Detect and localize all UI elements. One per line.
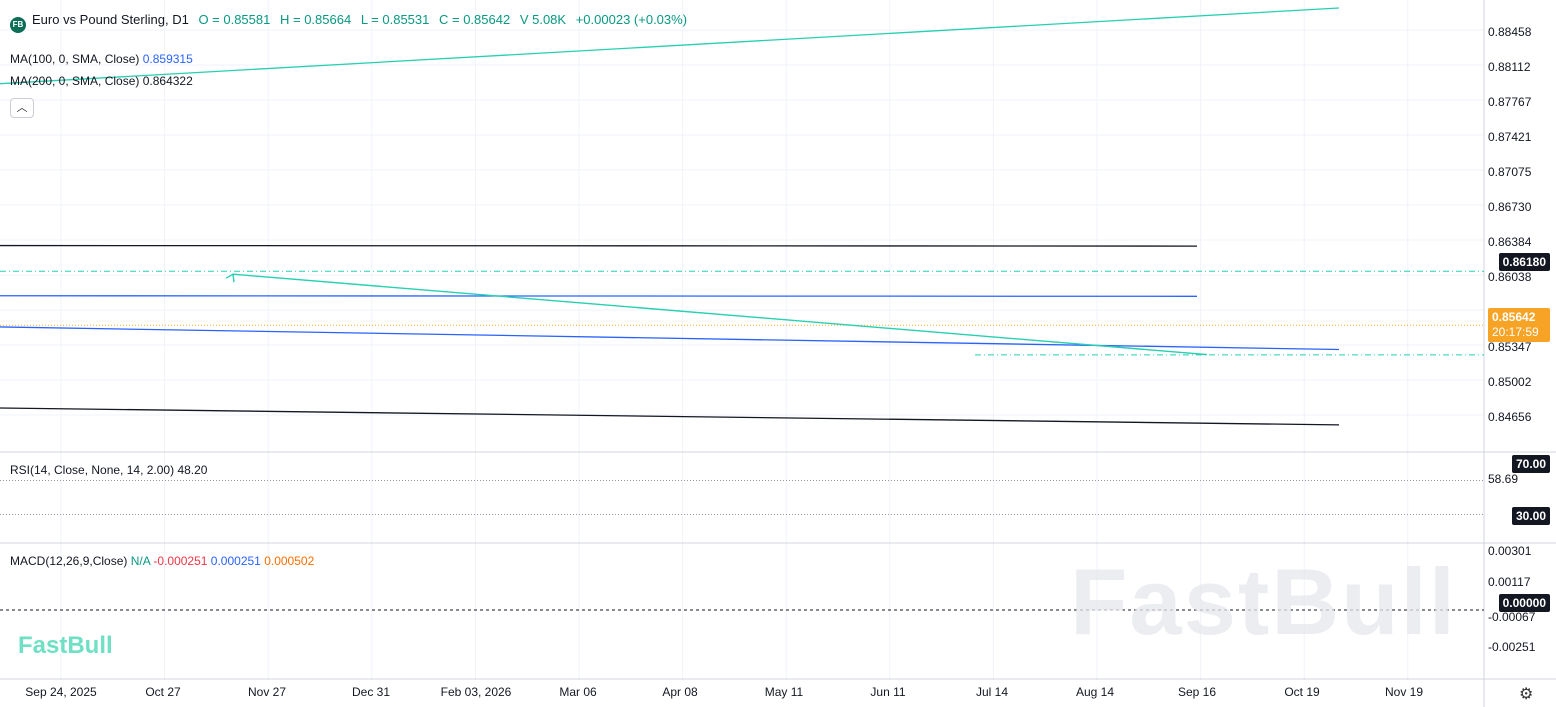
time-tick: Feb 03, 2026	[440, 685, 512, 699]
macd-line-value: 0.000251	[210, 554, 261, 568]
gear-icon[interactable]: ⚙	[1519, 686, 1534, 703]
ma100-legend[interactable]: MA(100, 0, SMA, Close) 0.859315	[10, 52, 193, 66]
time-tick: Dec 31	[351, 685, 391, 699]
macd-tick: -0.00067	[1488, 610, 1536, 624]
price-tick: 0.84656	[1488, 410, 1532, 424]
rsi-current-label: 58.69	[1488, 472, 1519, 486]
time-tick: Sep 24, 2025	[25, 685, 97, 699]
price-tick: 0.88458	[1488, 25, 1532, 39]
ma200-value: 0.864322	[142, 74, 193, 88]
time-tick: Oct 19	[1284, 685, 1320, 699]
macd-hist-value: -0.000251	[153, 554, 208, 568]
close-value: C = 0.85642	[439, 12, 511, 27]
ma100-value: 0.859315	[142, 52, 193, 66]
change-value: +0.00023 (+0.03%)	[575, 12, 688, 27]
resistance-price-label: 0.86180	[1498, 253, 1550, 271]
time-tick: Nov 19	[1384, 685, 1424, 699]
time-tick: Jul 14	[975, 685, 1009, 699]
macd-tick: -0.00251	[1488, 640, 1536, 654]
high-value: H = 0.85664	[279, 12, 352, 27]
price-tick: 0.88112	[1488, 60, 1531, 74]
ma100-line	[0, 295, 1340, 351]
symbol-badge[interactable]: FB	[10, 17, 26, 33]
time-tick: Nov 27	[247, 685, 287, 699]
macd-tick: 0.00117	[1488, 575, 1531, 589]
rsi-label: RSI(14, Close, None, 14, 2.00)	[10, 463, 175, 477]
price-tick: 0.87075	[1488, 165, 1532, 179]
ma200-label: MA(200, 0, SMA, Close)	[10, 74, 140, 88]
support-price-label: 0.85347	[1488, 340, 1532, 354]
projection-arrow-head	[225, 273, 235, 283]
price-tick: 0.86730	[1488, 200, 1532, 214]
rsi-legend[interactable]: RSI(14, Close, None, 14, 2.00) 48.20	[10, 463, 207, 477]
price-tick: 0.87421	[1488, 130, 1532, 144]
instrument-title: Euro vs Pound Sterling, D1	[32, 12, 189, 27]
price-tick: 0.86384	[1488, 235, 1532, 249]
time-tick: Aug 14	[1075, 685, 1115, 699]
price-tick: 0.87767	[1488, 95, 1532, 109]
ma100-label: MA(100, 0, SMA, Close)	[10, 52, 140, 66]
last-price-value: 0.85642	[1492, 310, 1536, 324]
time-tick: Oct 27	[145, 685, 181, 699]
ma200-line	[0, 244, 1340, 426]
trendline	[0, 7, 1340, 85]
macd-na: N/A	[130, 554, 151, 568]
macd-signal-value: 0.000502	[264, 554, 315, 568]
open-value: O = 0.85581	[198, 12, 271, 27]
macd-zero-label: 0.00000	[1498, 594, 1550, 612]
time-tick: Sep 16	[1177, 685, 1217, 699]
price-tick: 0.86038	[1488, 270, 1532, 284]
time-tick: May 11	[764, 685, 804, 699]
brand-watermark: FastBull	[1070, 549, 1457, 654]
ma200-legend[interactable]: MA(200, 0, SMA, Close) 0.864322	[10, 74, 193, 88]
chevron-up-icon[interactable]: ︿	[10, 98, 34, 118]
time-tick: Jun 11	[870, 685, 906, 699]
macd-tick: 0.00301	[1488, 544, 1532, 558]
macd-legend[interactable]: MACD(12,26,9,Close) N/A -0.000251 0.0002…	[10, 554, 314, 568]
price-tick: 0.85002	[1488, 375, 1532, 389]
brand-logo: FastBull	[18, 632, 113, 659]
chart-header: FB Euro vs Pound Sterling, D1 O = 0.85581…	[10, 12, 693, 33]
last-price-label: 0.85642 20:17:59	[1488, 308, 1550, 342]
macd-label: MACD(12,26,9,Close)	[10, 554, 128, 568]
volume-value: V 5.08K	[519, 12, 567, 27]
time-tick: Mar 06	[559, 685, 597, 699]
rsi-upper-label: 70.00	[1511, 455, 1550, 473]
rsi-lower-label: 30.00	[1511, 507, 1550, 525]
time-tick: Apr 08	[662, 685, 698, 699]
projection-arrow	[232, 273, 1208, 356]
rsi-value: 48.20	[177, 463, 208, 477]
low-value: L = 0.85531	[360, 12, 430, 27]
bar-countdown: 20:17:59	[1492, 325, 1539, 339]
